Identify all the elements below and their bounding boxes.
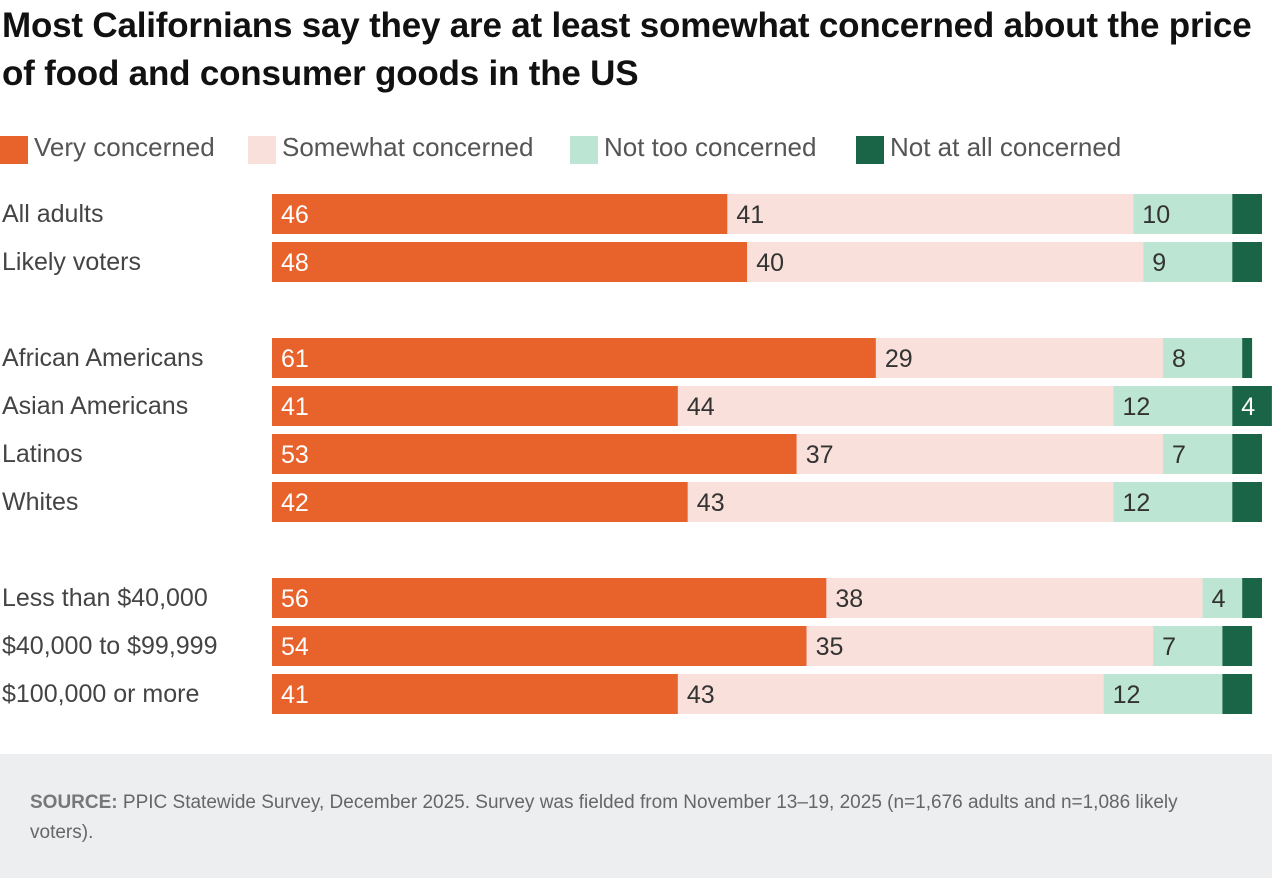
data-label: 12 [1123,393,1151,421]
data-label: 61 [281,345,309,373]
bar-segment [806,626,1154,666]
bar-segment [1242,338,1253,378]
bar-segment [687,482,1114,522]
data-label: 40 [756,249,784,277]
bar-segment [727,194,1134,234]
legend-label: Not at all concerned [890,132,1122,162]
bar-segment [875,338,1163,378]
bar-segment [796,434,1163,474]
bar-segment [1143,242,1233,282]
bar-segment [272,242,748,282]
bar-segment [272,338,876,378]
data-label: 54 [281,633,309,661]
legend-swatch [570,136,598,164]
bar-segment [272,434,797,474]
legend: Very concerned Somewhat concerned Not too … [0,130,1272,166]
data-label: 35 [816,633,844,661]
row-label: African Americans [2,344,203,372]
bar-segment [1202,578,1243,618]
data-label: 43 [687,681,715,709]
data-label: 10 [1142,201,1170,229]
data-label: 42 [281,489,309,517]
bar-segment [1232,386,1272,426]
data-label: 43 [697,489,725,517]
legend-swatch [248,136,276,164]
data-label: 48 [281,249,309,277]
data-label: 41 [281,393,309,421]
source-note: SOURCE: PPIC Statewide Survey, December … [30,788,1240,848]
row-label: Less than $40,000 [2,584,208,612]
data-label: 9 [1152,249,1166,277]
bar-segment [1222,674,1253,714]
legend-swatch [0,136,28,164]
source-label: SOURCE: [30,792,118,813]
bar-segment [747,242,1144,282]
bar-segment [1153,626,1223,666]
bar-segment [1232,482,1262,522]
data-label: 46 [281,201,309,229]
row-label: $100,000 or more [2,680,199,708]
bar-segment [1163,338,1243,378]
bar-segment [677,674,1104,714]
chart-title: Most Californians say they are at least … [2,6,1252,93]
data-label: 29 [885,345,913,373]
bar-segment [1232,434,1262,474]
bar-segment [1133,194,1233,234]
data-label: 4 [1241,393,1255,421]
data-label: 37 [806,441,834,469]
data-label: 12 [1113,681,1141,709]
bar-segment [1163,434,1233,474]
bar-segment [272,482,688,522]
bar-segment [1113,482,1233,522]
data-label: 4 [1212,585,1226,613]
row-label: Whites [2,488,78,516]
source-footer: SOURCE: PPIC Statewide Survey, December … [0,754,1272,878]
bar-segment [272,626,807,666]
data-label: 41 [736,201,764,229]
bar-segment [272,386,678,426]
bar-segment [1242,578,1262,618]
row-label: All adults [2,200,103,228]
source-text: PPIC Statewide Survey, December 2025. Su… [30,792,1178,843]
row-label: Likely voters [2,248,141,276]
row-label: Latinos [2,440,83,468]
data-label: 38 [835,585,863,613]
data-label: 53 [281,441,309,469]
bar-segment [826,578,1203,618]
bar-segment [272,194,728,234]
bar-segment [272,674,678,714]
data-label: 8 [1172,345,1186,373]
data-label: 7 [1162,633,1176,661]
bar-segment [1222,626,1253,666]
data-label: 44 [687,393,715,421]
legend-swatch [856,136,884,164]
row-label: $40,000 to $99,999 [2,632,217,660]
data-label: 7 [1172,441,1186,469]
data-label: 41 [281,681,309,709]
bar-segment [1113,386,1233,426]
legend-label: Somewhat concerned [282,132,534,162]
bar-segment [1103,674,1223,714]
legend-label: Very concerned [34,132,215,162]
bar-segment [677,386,1114,426]
bar-segment [1232,194,1262,234]
row-label: Asian Americans [2,392,188,420]
bar-segment [272,578,827,618]
data-label: 56 [281,585,309,613]
bar-segment [1232,242,1262,282]
data-label: 12 [1123,489,1151,517]
legend-label: Not too concerned [604,132,817,162]
